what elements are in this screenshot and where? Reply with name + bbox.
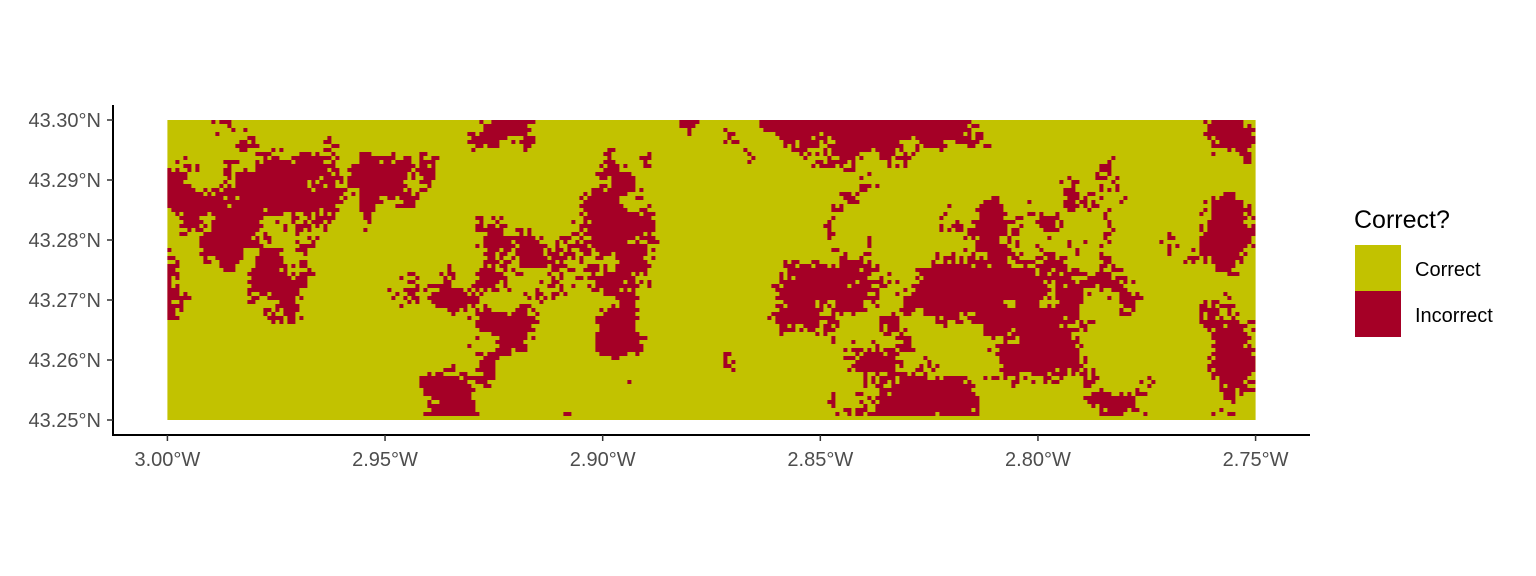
raster-incorrect-pixels (167, 120, 1256, 416)
legend-label-correct: Correct (1415, 259, 1481, 281)
x-axis-ticks: 3.00°W 2.95°W 2.90°W 2.85°W 2.80°W 2.75°W (135, 435, 1289, 471)
legend-swatch-incorrect (1355, 291, 1401, 337)
legend-label-incorrect: Incorrect (1415, 305, 1493, 327)
y-tick-label: 43.28°N (29, 230, 102, 252)
y-tick-label: 43.26°N (29, 350, 102, 372)
y-tick-label: 43.29°N (29, 170, 102, 192)
x-tick-label: 2.85°W (787, 449, 853, 471)
y-tick-label: 43.25°N (29, 410, 102, 432)
classification-raster (167, 120, 1256, 420)
x-tick-label: 2.95°W (352, 449, 418, 471)
legend-swatch-correct (1355, 245, 1401, 291)
legend-title: Correct? (1354, 206, 1450, 234)
x-tick-label: 3.00°W (135, 449, 201, 471)
x-tick-label: 2.90°W (570, 449, 636, 471)
legend: Correct? Correct Incorrect (1354, 206, 1493, 337)
y-tick-label: 43.27°N (29, 290, 102, 312)
y-tick-label: 43.30°N (29, 110, 102, 132)
x-tick-label: 2.75°W (1223, 449, 1289, 471)
y-axis-ticks: 43.25°N 43.26°N 43.27°N 43.28°N 43.29°N 43.30… (29, 110, 113, 432)
x-tick-label: 2.80°W (1005, 449, 1071, 471)
